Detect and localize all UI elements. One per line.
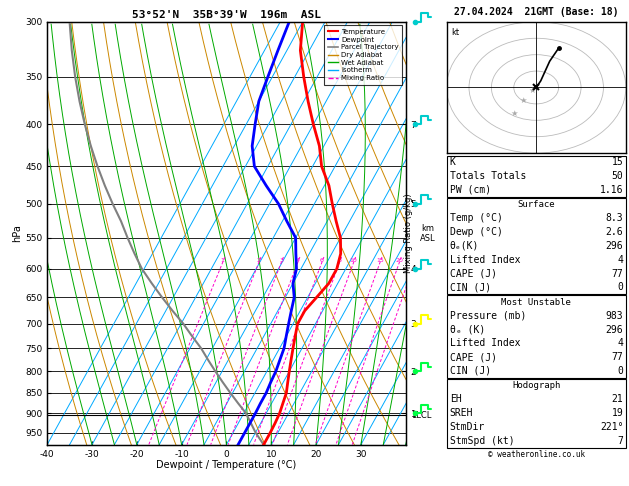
Text: 8.3: 8.3 xyxy=(606,213,623,224)
Legend: Temperature, Dewpoint, Parcel Trajectory, Dry Adiabat, Wet Adiabat, Isotherm, Mi: Temperature, Dewpoint, Parcel Trajectory… xyxy=(325,25,402,85)
Text: Dewp (°C): Dewp (°C) xyxy=(450,227,503,237)
Text: 1.16: 1.16 xyxy=(600,185,623,195)
Title: 53°52'N  35B°39'W  196m  ASL: 53°52'N 35B°39'W 196m ASL xyxy=(132,10,321,20)
Text: 6: 6 xyxy=(320,258,324,263)
Text: 221°: 221° xyxy=(600,422,623,432)
Text: 296: 296 xyxy=(606,241,623,251)
Text: Surface: Surface xyxy=(518,200,555,209)
Text: 8: 8 xyxy=(338,258,342,263)
Text: 1LCL: 1LCL xyxy=(411,411,431,420)
Text: © weatheronline.co.uk: © weatheronline.co.uk xyxy=(487,450,585,459)
Text: Mixing Ratio (g/kg): Mixing Ratio (g/kg) xyxy=(404,193,413,273)
Text: θₑ (K): θₑ (K) xyxy=(450,325,485,334)
Text: 2.6: 2.6 xyxy=(606,227,623,237)
Text: CIN (J): CIN (J) xyxy=(450,366,491,376)
Text: ★: ★ xyxy=(528,86,535,95)
Text: 296: 296 xyxy=(606,325,623,334)
Text: 2: 2 xyxy=(257,258,261,263)
Text: 27.04.2024  21GMT (Base: 18): 27.04.2024 21GMT (Base: 18) xyxy=(454,7,618,17)
Text: K: K xyxy=(450,157,455,167)
Text: 77: 77 xyxy=(611,269,623,278)
Text: Totals Totals: Totals Totals xyxy=(450,171,526,181)
Text: CAPE (J): CAPE (J) xyxy=(450,269,497,278)
Text: Lifted Index: Lifted Index xyxy=(450,338,520,348)
Text: kt: kt xyxy=(451,28,459,37)
Text: 4: 4 xyxy=(618,255,623,265)
Text: 19: 19 xyxy=(611,408,623,418)
Text: Lifted Index: Lifted Index xyxy=(450,255,520,265)
Text: 3: 3 xyxy=(279,258,283,263)
X-axis label: Dewpoint / Temperature (°C): Dewpoint / Temperature (°C) xyxy=(157,460,296,470)
Text: 15: 15 xyxy=(611,157,623,167)
Text: 77: 77 xyxy=(611,352,623,362)
Text: 50: 50 xyxy=(611,171,623,181)
Text: StmDir: StmDir xyxy=(450,422,485,432)
Text: 15: 15 xyxy=(376,258,384,263)
Text: CAPE (J): CAPE (J) xyxy=(450,352,497,362)
Text: StmSpd (kt): StmSpd (kt) xyxy=(450,436,515,446)
Text: Temp (°C): Temp (°C) xyxy=(450,213,503,224)
Text: ★: ★ xyxy=(510,109,518,118)
Text: 7: 7 xyxy=(618,436,623,446)
Text: PW (cm): PW (cm) xyxy=(450,185,491,195)
Text: EH: EH xyxy=(450,395,462,404)
Text: 4: 4 xyxy=(296,258,299,263)
Text: 4: 4 xyxy=(618,338,623,348)
Text: Hodograph: Hodograph xyxy=(512,381,560,390)
Text: ★: ★ xyxy=(519,96,526,105)
Text: Most Unstable: Most Unstable xyxy=(501,297,571,307)
Text: 1: 1 xyxy=(221,258,225,263)
Y-axis label: hPa: hPa xyxy=(13,225,22,242)
Text: 0: 0 xyxy=(618,366,623,376)
Text: 983: 983 xyxy=(606,311,623,321)
Text: SREH: SREH xyxy=(450,408,473,418)
Y-axis label: km
ASL: km ASL xyxy=(420,224,435,243)
Text: 0: 0 xyxy=(618,282,623,292)
Text: 21: 21 xyxy=(611,395,623,404)
Text: θₑ(K): θₑ(K) xyxy=(450,241,479,251)
Text: 20: 20 xyxy=(395,258,403,263)
Text: 10: 10 xyxy=(350,258,357,263)
Text: CIN (J): CIN (J) xyxy=(450,282,491,292)
Text: Pressure (mb): Pressure (mb) xyxy=(450,311,526,321)
